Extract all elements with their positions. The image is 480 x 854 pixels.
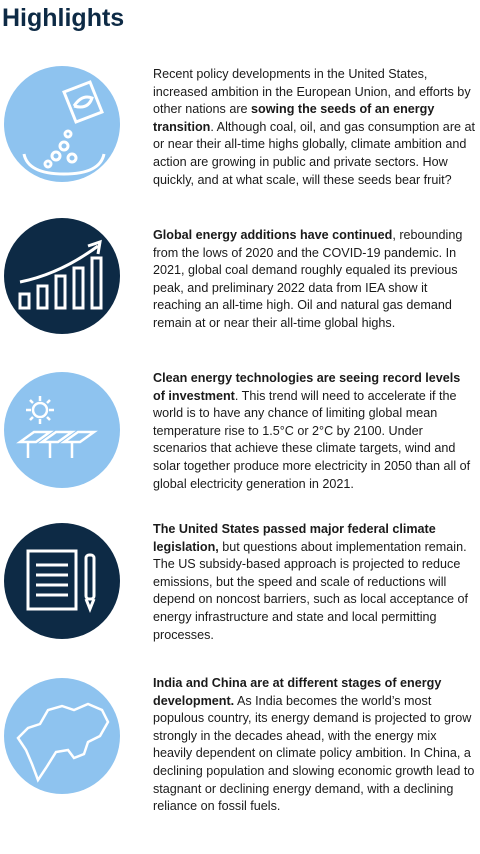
text: As India becomes the world’s most populo… <box>153 693 475 814</box>
map-icon <box>4 678 120 794</box>
legislation-icon <box>4 523 120 639</box>
paragraph: Recent policy developments in the United… <box>153 66 475 189</box>
bold-text: sowing the seeds of an energy transition <box>153 102 435 134</box>
paragraph: Clean energy technologies are seeing rec… <box>153 370 475 493</box>
growth-icon <box>4 218 120 334</box>
solar-icon <box>4 372 120 488</box>
text: , rebounding from the lows of 2020 and t… <box>153 228 463 330</box>
paragraph: Global energy additions have continued, … <box>153 227 475 333</box>
bold-text: The United States passed major federal c… <box>153 522 436 554</box>
bold-text: Global energy additions have continued <box>153 228 393 242</box>
bold-text: Clean energy technologies are seeing rec… <box>153 371 461 403</box>
bold-text: India and China are at different stages … <box>153 676 442 708</box>
seed-icon <box>4 66 120 182</box>
text: . This trend will need to accelerate if … <box>153 388 471 491</box>
paragraph: India and China are at different stages … <box>153 675 475 816</box>
paragraph: The United States passed major federal c… <box>153 521 475 644</box>
text: Recent policy developments in the United… <box>153 67 471 117</box>
text: . Although coal, oil, and gas consumptio… <box>153 119 476 187</box>
title: Highlights <box>2 4 125 32</box>
text: but questions about implementation remai… <box>153 539 469 642</box>
